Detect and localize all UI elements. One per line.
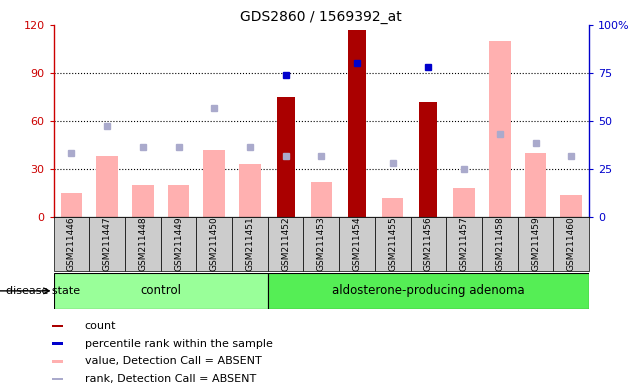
Bar — [553, 217, 589, 271]
Bar — [197, 217, 232, 271]
Bar — [525, 153, 546, 217]
Text: GSM211449: GSM211449 — [174, 217, 183, 271]
Bar — [161, 217, 197, 271]
Bar — [54, 217, 89, 271]
Bar — [482, 217, 518, 271]
Bar — [52, 342, 64, 345]
Text: GSM211448: GSM211448 — [139, 217, 147, 271]
Text: percentile rank within the sample: percentile rank within the sample — [85, 339, 273, 349]
Bar — [311, 182, 332, 217]
Bar — [375, 217, 411, 271]
Text: disease state: disease state — [6, 286, 81, 296]
Text: rank, Detection Call = ABSENT: rank, Detection Call = ABSENT — [85, 374, 256, 384]
Bar — [52, 360, 64, 362]
Bar — [382, 198, 403, 217]
Bar — [96, 156, 118, 217]
Bar — [168, 185, 189, 217]
Bar — [52, 378, 64, 380]
Bar — [52, 324, 64, 327]
Bar — [348, 30, 366, 217]
Text: GSM211456: GSM211456 — [424, 217, 433, 271]
Bar — [446, 217, 482, 271]
Text: GSM211450: GSM211450 — [210, 217, 219, 271]
Bar — [203, 150, 225, 217]
Bar — [60, 193, 82, 217]
Text: value, Detection Call = ABSENT: value, Detection Call = ABSENT — [85, 356, 261, 366]
Bar — [454, 188, 475, 217]
Bar — [411, 217, 446, 271]
Text: aldosterone-producing adenoma: aldosterone-producing adenoma — [332, 285, 525, 297]
Bar — [268, 217, 304, 271]
Text: GSM211459: GSM211459 — [531, 217, 540, 271]
Bar — [125, 217, 161, 271]
Bar — [277, 97, 295, 217]
Bar — [339, 217, 375, 271]
Text: GSM211452: GSM211452 — [281, 217, 290, 271]
Bar — [304, 217, 339, 271]
Bar — [561, 195, 582, 217]
Text: GSM211453: GSM211453 — [317, 217, 326, 271]
Bar — [239, 164, 261, 217]
Text: GSM211454: GSM211454 — [353, 217, 362, 271]
Title: GDS2860 / 1569392_at: GDS2860 / 1569392_at — [241, 10, 402, 24]
Text: GSM211458: GSM211458 — [495, 217, 504, 271]
Text: GSM211457: GSM211457 — [460, 217, 469, 271]
Bar — [132, 185, 154, 217]
Text: GSM211446: GSM211446 — [67, 217, 76, 271]
Text: count: count — [85, 321, 117, 331]
Bar — [518, 217, 553, 271]
Bar — [232, 217, 268, 271]
Text: GSM211460: GSM211460 — [567, 217, 576, 271]
Text: GSM211451: GSM211451 — [246, 217, 255, 271]
Bar — [489, 41, 510, 217]
Bar — [268, 273, 589, 309]
Text: GSM211447: GSM211447 — [103, 217, 112, 271]
Bar — [420, 102, 437, 217]
Text: GSM211455: GSM211455 — [388, 217, 397, 271]
Bar — [89, 217, 125, 271]
Text: control: control — [140, 285, 181, 297]
Bar — [54, 273, 268, 309]
